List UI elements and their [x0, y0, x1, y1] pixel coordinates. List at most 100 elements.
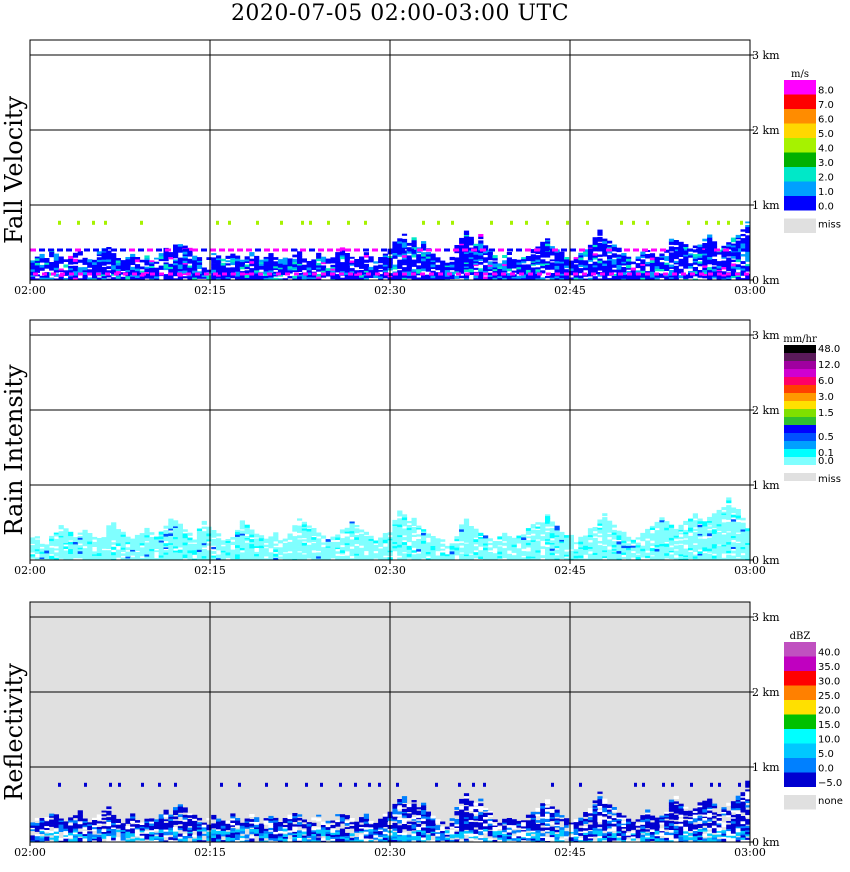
data-cell: [412, 833, 417, 836]
data-cell: [612, 557, 617, 559]
data-cell: [245, 536, 250, 538]
data-cell: [292, 826, 297, 829]
data-cell: [502, 833, 507, 836]
data-cell: [440, 838, 445, 841]
data-cell: [407, 536, 412, 539]
data-cell: [564, 276, 569, 279]
data-cell: [469, 254, 474, 257]
data-cell: [431, 256, 436, 259]
colorbar-swatch: [784, 109, 816, 124]
data-cell: [707, 548, 712, 551]
data-cell: [102, 537, 107, 540]
data-cell: [512, 822, 517, 825]
data-cell: [87, 259, 92, 262]
colorbar-swatch: [784, 361, 816, 369]
data-cell: [264, 257, 269, 259]
data-cell: [731, 551, 736, 554]
data-cell: [235, 263, 240, 266]
data-cell: [258, 273, 263, 276]
data-cell: [288, 553, 293, 555]
data-cell: [268, 823, 273, 825]
data-cell: [651, 249, 657, 252]
data-cell: [78, 536, 83, 538]
data-cell: [30, 269, 35, 272]
data-cell: [240, 525, 245, 527]
data-cell: [268, 555, 273, 558]
data-cell: [211, 815, 216, 818]
data-cell: [478, 268, 483, 270]
data-cell: [469, 806, 474, 809]
data-cell: [488, 831, 493, 834]
data-cell: [426, 270, 431, 272]
data-cell: [392, 535, 397, 538]
data-cell: [254, 817, 259, 820]
data-cell: [383, 818, 388, 821]
data-cell: [607, 251, 612, 253]
data-cell: [354, 827, 359, 830]
data-cell: [211, 253, 216, 255]
data-cell: [111, 267, 116, 270]
data-cell: [254, 543, 259, 546]
data-cell: [40, 258, 45, 261]
data-cell: [707, 235, 712, 238]
data-cell: [140, 834, 145, 836]
data-cell: [149, 838, 154, 841]
data-cell: [545, 521, 550, 524]
data-cell: [473, 807, 478, 809]
data-cell: [659, 533, 664, 535]
data-cell: [488, 261, 493, 263]
data-cell: [187, 823, 192, 826]
data-cell: [693, 532, 698, 535]
data-cell: [345, 827, 350, 829]
colorbar-label: 6.0: [818, 376, 834, 387]
data-cell: [111, 815, 116, 817]
data-cell: [235, 538, 240, 541]
data-cell: [574, 266, 579, 269]
data-cell: [660, 249, 666, 252]
data-cell: [159, 833, 164, 835]
data-cell: [278, 833, 283, 836]
data-cell: [431, 833, 436, 836]
data-cell: [726, 535, 731, 538]
data-cell: [602, 269, 607, 272]
data-cell: [559, 257, 564, 260]
data-cell: [226, 834, 231, 837]
data-cell: [63, 821, 68, 824]
data-cell: [454, 257, 459, 259]
data-cell: [588, 264, 593, 266]
data-cell: [440, 263, 445, 265]
data-cell: [687, 221, 690, 225]
data-cell: [440, 833, 445, 836]
data-cell: [350, 528, 355, 531]
data-cell: [478, 818, 483, 821]
data-cell: [679, 556, 684, 559]
data-cell: [264, 829, 269, 831]
data-cell: [211, 275, 216, 278]
data-cell: [192, 839, 197, 841]
data-cell: [102, 267, 107, 270]
data-cell: [390, 249, 396, 252]
data-cell: [459, 527, 464, 530]
data-cell: [83, 838, 88, 841]
data-cell: [292, 536, 297, 539]
data-cell: [116, 534, 121, 537]
data-cell: [535, 247, 540, 249]
data-cell: [416, 807, 421, 809]
data-cell: [221, 275, 226, 278]
data-cell: [97, 257, 102, 260]
data-cell: [736, 530, 741, 533]
data-cell: [602, 517, 607, 520]
data-cell: [531, 536, 536, 538]
data-cell: [593, 269, 598, 272]
data-cell: [173, 807, 178, 810]
data-cell: [264, 266, 269, 269]
data-cell: [483, 277, 488, 279]
data-cell: [106, 544, 111, 547]
data-cell: [221, 821, 226, 824]
data-cell: [192, 835, 197, 837]
data-cell: [402, 537, 407, 540]
data-cell: [478, 262, 483, 265]
data-cell: [721, 517, 726, 520]
data-cell: [249, 261, 254, 264]
